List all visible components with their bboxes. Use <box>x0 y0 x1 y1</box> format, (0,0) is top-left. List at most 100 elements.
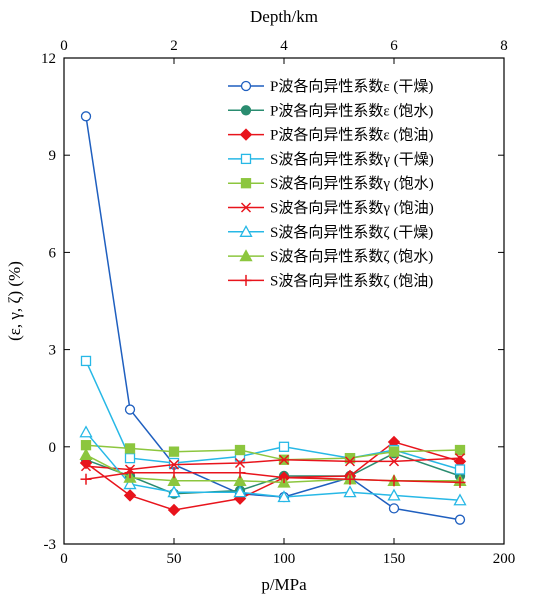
marker-square <box>344 452 356 464</box>
marker-square <box>278 441 290 452</box>
marker-x <box>278 454 290 465</box>
series-6 <box>80 453 466 475</box>
marker-plus <box>80 473 92 485</box>
series-5 <box>80 440 466 465</box>
y-tick-label: 12 <box>41 51 56 67</box>
marker-square <box>240 178 252 189</box>
marker-square <box>454 464 466 475</box>
y-tick-label: 3 <box>49 343 57 359</box>
marker-square <box>388 446 400 457</box>
legend-label: P波各向异性系数ε (干燥) <box>270 78 433 95</box>
legend-item: P波各向异性系数ε (干燥) <box>228 78 433 95</box>
marker-circle <box>240 105 252 116</box>
marker-square <box>124 452 136 464</box>
y-tick-label: 9 <box>49 148 57 164</box>
marker-square <box>124 443 136 454</box>
marker-x <box>388 456 400 467</box>
marker-circle <box>240 80 252 92</box>
marker-triangle <box>79 425 93 438</box>
legend-item: S波各向异性系数ζ (饱水) <box>228 248 433 265</box>
marker-circle <box>80 111 92 122</box>
series-line <box>85 457 461 471</box>
marker-x-stroke <box>80 461 92 472</box>
marker-plus <box>124 467 136 479</box>
marker-x-stroke <box>454 453 466 464</box>
marker-x-stroke <box>168 459 180 470</box>
marker-diamond <box>123 489 137 502</box>
series-line <box>85 360 461 471</box>
x-axis-title: p/MPa <box>261 575 307 594</box>
marker-triangle <box>233 473 247 486</box>
marker-triangle <box>387 488 401 501</box>
marker-x <box>344 456 356 467</box>
marker-x <box>454 453 466 464</box>
marker-x <box>168 459 180 470</box>
marker-plus <box>278 472 290 484</box>
legend-label: P波各向异性系数ε (饱油) <box>270 127 433 144</box>
series-line <box>85 116 461 521</box>
marker-circle <box>454 514 466 525</box>
marker-circle <box>388 503 400 514</box>
marker-plus <box>388 475 400 487</box>
marker-triangle <box>79 448 93 461</box>
series-4 <box>80 355 466 475</box>
marker-x-stroke <box>388 456 400 467</box>
series-9 <box>80 467 466 488</box>
legend-item: S波各向异性系数γ (饱水) <box>228 175 434 192</box>
plot-area <box>63 57 505 545</box>
marker-triangle <box>123 477 137 490</box>
marker-square <box>80 355 92 367</box>
x-tick-label: 200 <box>493 551 516 567</box>
legend-label: S波各向异性系数ζ (饱水) <box>270 248 433 265</box>
series-2 <box>80 448 466 499</box>
marker-x-stroke <box>278 454 290 465</box>
marker-square <box>168 457 180 469</box>
legend-item: S波各向异性系数ζ (饱油) <box>228 272 433 289</box>
marker-diamond <box>239 128 253 141</box>
legend-label: S波各向异性系数γ (饱水) <box>270 175 434 192</box>
legend: P波各向异性系数ε (干燥) P波各向异性系数ε (饱水) P波各向异性系数ε (饱… <box>228 78 434 289</box>
y-tick-label: 0 <box>49 440 57 456</box>
x2-tick-label: 8 <box>500 38 508 54</box>
marker-triangle <box>167 473 181 486</box>
x2-tick-label: 4 <box>280 38 288 54</box>
marker-square <box>240 153 252 165</box>
x2-tick-label: 2 <box>170 38 178 54</box>
marker-plus <box>454 476 466 488</box>
series-7 <box>79 425 467 506</box>
marker-x <box>240 202 252 213</box>
legend-label: S波各向异性系数ζ (干燥) <box>270 224 433 241</box>
legend-label: S波各向异性系数ζ (饱油) <box>270 272 433 289</box>
legend-label: S波各向异性系数γ (干燥) <box>270 151 434 168</box>
marker-triangle <box>167 485 181 498</box>
marker-plus <box>344 473 356 485</box>
marker-x-stroke <box>344 456 356 467</box>
y-tick-label: -3 <box>44 537 57 553</box>
marker-diamond <box>167 503 181 517</box>
legend-item: S波各向异性系数γ (干燥) <box>228 151 434 168</box>
series-line <box>85 471 461 484</box>
marker-plus <box>240 274 252 286</box>
legend-label: P波各向异性系数ε (饱水) <box>270 102 433 119</box>
y-axis-title: (ε, γ, ζ) (%) <box>5 261 24 341</box>
marker-triangle <box>343 485 357 498</box>
series-line <box>85 444 461 461</box>
marker-x <box>234 457 246 469</box>
legend-item: S波各向异性系数ζ (干燥) <box>228 224 433 241</box>
marker-triangle <box>239 224 253 237</box>
y-tick-label: 6 <box>49 245 57 261</box>
series-line <box>85 452 461 495</box>
marker-circle <box>124 404 136 415</box>
marker-plus <box>168 467 180 479</box>
marker-square <box>168 446 180 457</box>
marker-plus <box>234 467 246 479</box>
series-layer <box>79 111 467 525</box>
series-1 <box>80 111 466 525</box>
legend-label: S波各向异性系数γ (饱油) <box>270 200 434 217</box>
marker-square <box>454 444 466 456</box>
series-line <box>85 431 461 502</box>
legend-item: P波各向异性系数ε (饱水) <box>228 102 433 119</box>
marker-x <box>80 461 92 472</box>
